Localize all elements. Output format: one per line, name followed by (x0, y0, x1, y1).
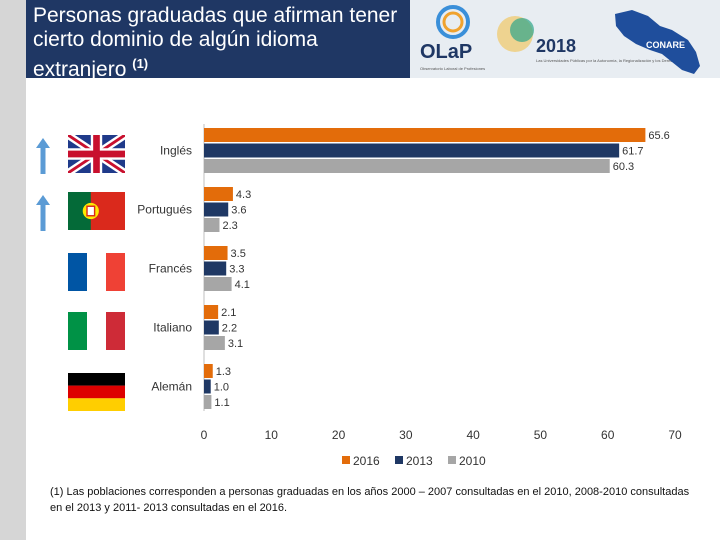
data-label: 4.1 (235, 279, 250, 291)
costa-rica-map-icon (615, 10, 700, 74)
side-strip (0, 0, 26, 540)
data-label: 3.6 (231, 205, 246, 217)
legend-label: 2010 (459, 454, 486, 468)
bar-2010 (204, 277, 232, 291)
data-label: 2.3 (222, 220, 237, 232)
italy-flag-icon (68, 312, 125, 350)
x-tick-label: 30 (399, 428, 413, 442)
bar-2013 (204, 143, 620, 158)
title-footnote-mark: (1) (132, 56, 149, 71)
uk-flag-icon (68, 135, 125, 173)
bar-2013 (204, 379, 211, 394)
bar-2013 (204, 261, 227, 276)
olap-ring-icon (436, 5, 470, 39)
bar-2016 (204, 187, 233, 201)
bar-2010 (204, 395, 212, 409)
conare-logo: CONARE (615, 10, 700, 74)
bar-2010 (204, 218, 220, 232)
data-label: 1.0 (214, 382, 229, 394)
header: Personas graduadas que afirman tener cie… (26, 0, 410, 81)
data-label: 2.2 (222, 323, 237, 335)
x-tick-label: 50 (534, 428, 548, 442)
category-label: Alemán (151, 380, 192, 394)
bar-chart: Inglés 65.6 61.7 60.3 Portugués 4.3 3.6 2.3 Fran… (137, 124, 682, 468)
x-tick-label: 10 (265, 428, 279, 442)
bar-2016 (204, 305, 219, 319)
conare-label: CONARE (646, 40, 685, 50)
up-arrow-icon (36, 195, 50, 231)
x-tick-label: 0 (201, 428, 208, 442)
legend-swatch-2013 (395, 456, 403, 464)
data-label: 3.5 (231, 248, 246, 260)
data-label: 61.7 (622, 146, 643, 158)
banner-logos: OLaP Observatorio Laboral de Profesiones… (420, 5, 700, 74)
bar-2013 (204, 320, 219, 335)
legend-swatch-2010 (448, 456, 456, 464)
category-label: Inglés (160, 144, 192, 158)
category-label: Francés (149, 262, 192, 276)
data-label: 1.1 (214, 397, 229, 409)
data-label: 2.1 (221, 307, 236, 319)
x-tick-label: 40 (466, 428, 480, 442)
year-label: 2018 (536, 36, 576, 56)
bar-2010 (204, 336, 225, 350)
page-title: Personas graduadas que afirman tener cie… (33, 4, 410, 82)
olap-label: OLaP (420, 41, 472, 63)
x-tick-label: 70 (668, 428, 682, 442)
legend-label: 2016 (353, 454, 380, 468)
bar-2016 (204, 364, 213, 378)
bar-2013 (204, 202, 229, 217)
data-label: 3.3 (229, 264, 244, 276)
category-label: Portugués (137, 203, 192, 217)
year-caption: Las Universidades Públicas por la Autono… (536, 58, 697, 63)
olap-caption: Observatorio Laboral de Profesiones (420, 66, 485, 71)
bar-2010 (204, 159, 610, 173)
olap-logo: OLaP Observatorio Laboral de Profesiones (420, 5, 485, 71)
bar-2016 (204, 128, 646, 142)
page-title-text: Personas graduadas que afirman tener cie… (33, 4, 398, 81)
data-label: 4.3 (236, 189, 251, 201)
data-label: 60.3 (613, 161, 634, 173)
data-label: 1.3 (216, 366, 231, 378)
legend-label: 2013 (406, 454, 433, 468)
category-label: Italiano (153, 321, 192, 335)
x-tick-label: 60 (601, 428, 615, 442)
up-arrow-icon (36, 138, 50, 174)
year-logo: 2018 Las Universidades Públicas por la A… (497, 16, 697, 63)
germany-flag-icon (68, 373, 125, 411)
portugal-flag-icon (68, 192, 125, 230)
data-label: 65.6 (648, 130, 669, 142)
footnote: (1) Las poblaciones corresponden a perso… (50, 486, 690, 514)
france-flag-icon (68, 253, 125, 291)
logo-banner: OLaP Observatorio Laboral de Profesiones… (410, 0, 720, 78)
olap-inner-ring-icon (442, 11, 464, 33)
data-label: 3.1 (228, 338, 243, 350)
legend-swatch-2016 (342, 456, 350, 464)
head-silhouette-icon (510, 18, 534, 42)
bar-2016 (204, 246, 228, 260)
x-tick-label: 20 (332, 428, 346, 442)
